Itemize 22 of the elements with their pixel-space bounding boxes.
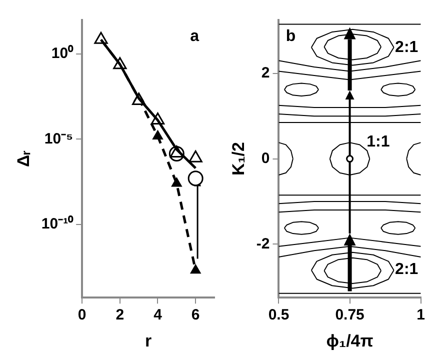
x-tick-label: 4 bbox=[154, 306, 163, 324]
annotation: 2:1 bbox=[395, 39, 418, 56]
x-axis-title: ϕ₁/4π bbox=[326, 331, 374, 350]
annotation: b bbox=[286, 28, 296, 46]
x-tick-label: 0.5 bbox=[268, 306, 290, 324]
x-tick-label: 6 bbox=[191, 306, 200, 324]
x-tick-label: 0.75 bbox=[335, 306, 364, 324]
y-tick-label: 10⁰ bbox=[51, 44, 74, 62]
annotation: 1:1 bbox=[366, 134, 390, 151]
x-tick-label: 2 bbox=[116, 306, 124, 324]
annotation: a bbox=[190, 28, 200, 46]
x-axis-title: r bbox=[144, 331, 152, 350]
y-tick-label: 10⁻¹⁰ bbox=[41, 214, 74, 232]
annotation: 2:1 bbox=[395, 261, 418, 278]
x-tick-label: 0 bbox=[78, 306, 86, 324]
y-tick-label: -2 bbox=[256, 235, 270, 252]
y-axis-title: K₁/2 bbox=[228, 142, 248, 176]
y-axis-title: Δᵣ bbox=[14, 150, 33, 168]
y-tick-label: 2 bbox=[261, 64, 270, 82]
y-tick-label: 0 bbox=[261, 150, 270, 167]
x-tick-label: 1 bbox=[416, 306, 425, 324]
y-tick-label: 10⁻⁵ bbox=[44, 130, 74, 148]
